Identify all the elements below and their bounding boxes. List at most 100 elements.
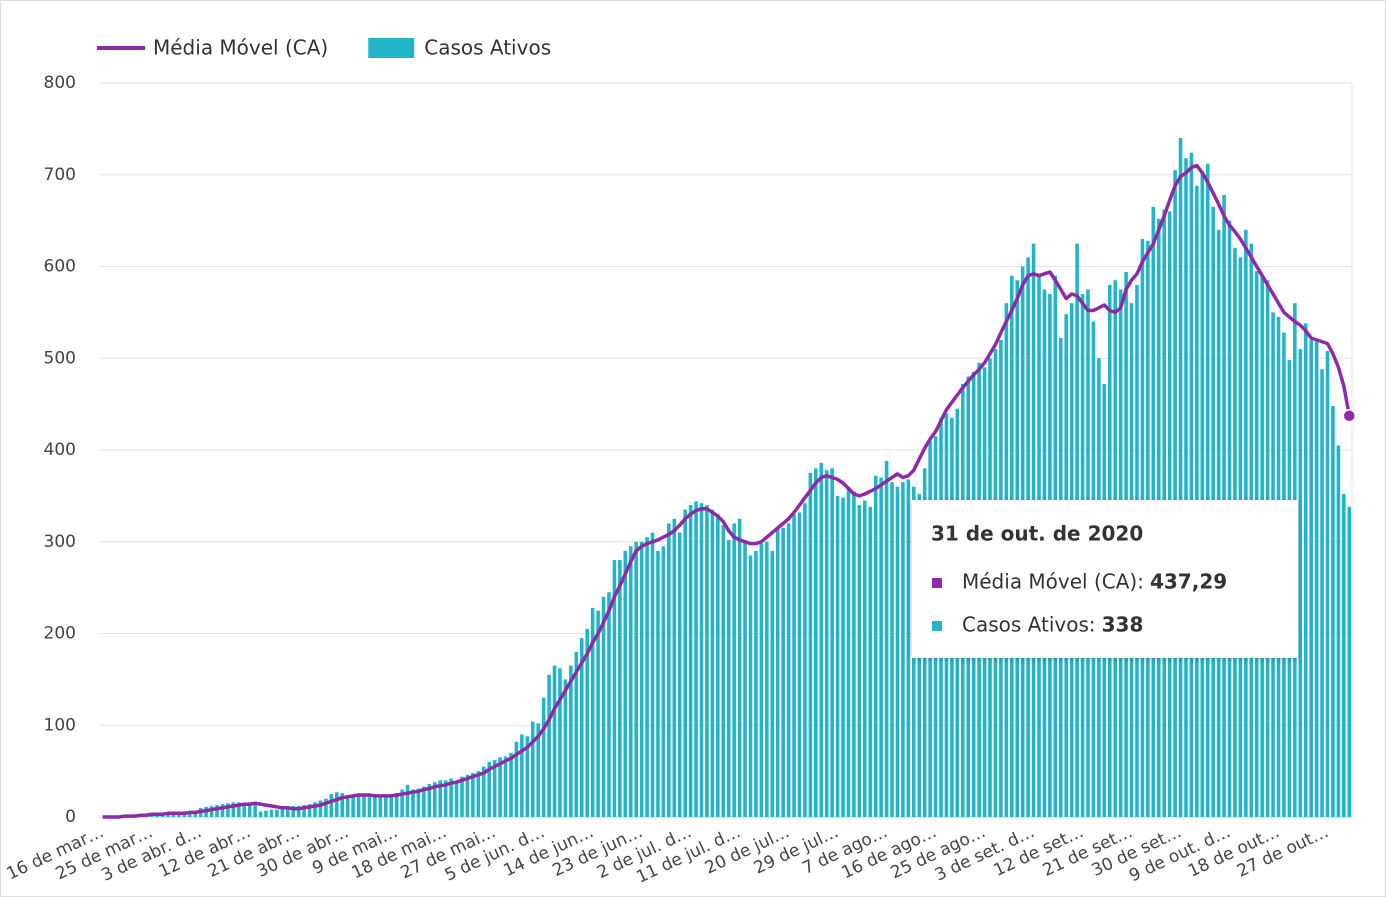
bar [628, 546, 633, 817]
y-tick-label: 600 [44, 257, 76, 277]
bar [275, 809, 279, 817]
bar [819, 462, 824, 817]
bar [318, 800, 323, 817]
bar [552, 665, 557, 817]
bar [530, 721, 535, 817]
bar [1173, 170, 1177, 818]
bar [607, 592, 611, 817]
bar [661, 546, 666, 817]
bar [737, 518, 742, 817]
bar [340, 793, 345, 817]
bar [841, 497, 845, 817]
tooltip-swatch [932, 578, 942, 588]
bar [220, 804, 225, 817]
bar [541, 697, 546, 817]
bar [574, 651, 579, 817]
bar [775, 527, 780, 817]
bar [824, 470, 829, 817]
bar [754, 550, 758, 817]
bar [721, 525, 726, 817]
bar [1347, 506, 1352, 817]
bar [612, 560, 617, 817]
bar [503, 756, 508, 817]
bar [852, 491, 856, 817]
bar [443, 780, 448, 817]
bar [814, 468, 818, 817]
bar [487, 761, 492, 817]
bar [405, 784, 410, 817]
bar [1205, 163, 1210, 818]
bar [509, 752, 513, 817]
bar [525, 736, 530, 817]
bar [247, 802, 252, 817]
tooltip-box [912, 500, 1298, 658]
bar [362, 795, 366, 817]
tooltip-value: 437,29 [1150, 570, 1227, 594]
y-tick-label: 800 [44, 73, 76, 93]
bar [601, 596, 606, 817]
bar [383, 795, 388, 817]
bar [748, 555, 753, 817]
bar [868, 506, 873, 817]
bar [688, 505, 693, 817]
bar [1325, 350, 1330, 817]
bar [356, 795, 361, 817]
bar [906, 479, 911, 817]
bar [329, 794, 334, 817]
bar [569, 665, 573, 817]
bar [1189, 152, 1194, 818]
bar [258, 811, 263, 817]
bar [857, 505, 862, 817]
bar [302, 805, 306, 817]
bar [514, 741, 519, 817]
bar [830, 468, 834, 817]
tooltip-label: Média Móvel (CA): [962, 570, 1144, 594]
bar [558, 668, 562, 817]
bar [253, 803, 257, 817]
bar [465, 774, 470, 817]
bar [411, 789, 415, 817]
bar [639, 541, 644, 817]
bar [901, 482, 905, 817]
bar [781, 527, 785, 817]
bar [786, 523, 791, 817]
bar [618, 560, 622, 817]
bar [351, 796, 355, 817]
bar [846, 486, 851, 817]
bar [498, 757, 502, 817]
bar [313, 802, 317, 817]
y-tick-label: 0 [65, 807, 76, 827]
bar [438, 780, 443, 817]
legend-label: Casos Ativos [424, 36, 551, 60]
tooltip-label: Casos Ativos: [962, 613, 1096, 637]
bar [432, 782, 437, 817]
bar [269, 809, 274, 817]
bar [710, 509, 715, 817]
bar [166, 813, 170, 817]
bar [759, 543, 764, 817]
bar [1331, 405, 1335, 817]
bar [563, 679, 568, 817]
bar [1178, 138, 1183, 818]
bar [536, 723, 540, 817]
bar [623, 550, 628, 817]
bar [226, 803, 230, 817]
bar [471, 772, 475, 817]
bar [209, 805, 214, 817]
bar [454, 782, 459, 817]
bar [378, 795, 383, 817]
bar [307, 804, 312, 817]
bar [803, 503, 807, 817]
bar [1298, 349, 1303, 817]
bar [481, 766, 486, 817]
y-tick-label: 100 [44, 715, 76, 735]
bar [1200, 171, 1205, 817]
bar [808, 472, 813, 817]
bar [334, 792, 339, 817]
bar [694, 501, 698, 817]
bar [590, 607, 595, 817]
bar [367, 796, 372, 817]
bar [1314, 341, 1319, 817]
